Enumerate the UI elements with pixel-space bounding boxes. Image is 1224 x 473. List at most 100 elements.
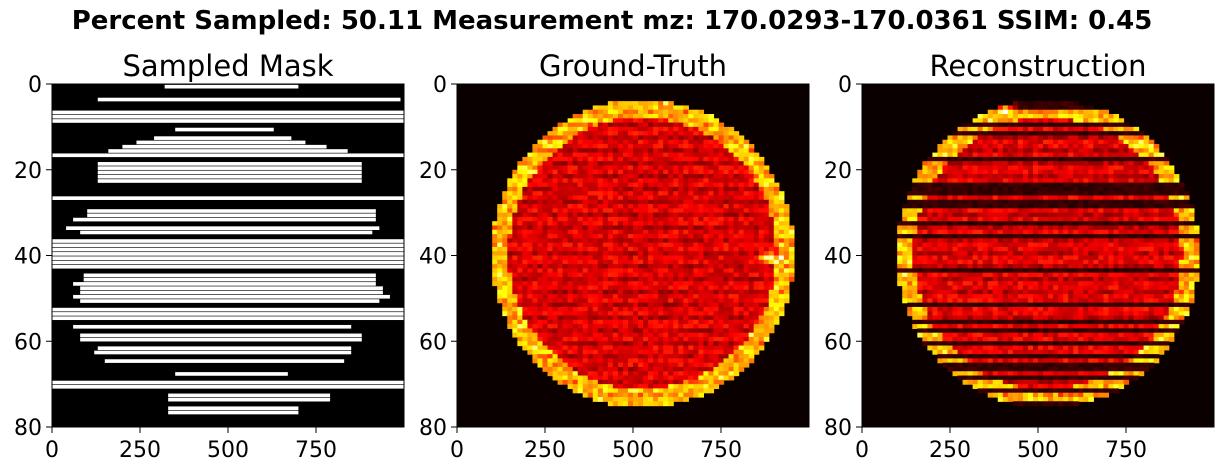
- heat-cell: [1078, 139, 1084, 145]
- heat-cell: [1143, 212, 1150, 218]
- heat-cell: [678, 362, 684, 368]
- heat-cell: [668, 354, 674, 359]
- x-tick-label: 750: [295, 438, 337, 463]
- heat-cell: [693, 371, 699, 377]
- heat-cell: [547, 341, 554, 347]
- heat-cell: [542, 216, 549, 222]
- heat-cell: [698, 242, 704, 248]
- heat-cell: [673, 156, 679, 162]
- heat-cell: [1068, 178, 1074, 184]
- heat-cell: [497, 251, 503, 257]
- heat-cell: [972, 161, 979, 167]
- heat-cell: [668, 349, 674, 355]
- heat-cell: [627, 302, 634, 308]
- y-tick-label: 60: [419, 330, 447, 355]
- heat-cell: [542, 204, 549, 209]
- heat-cell: [703, 306, 710, 312]
- heat-cell: [1053, 114, 1059, 119]
- heat-cell: [937, 238, 944, 244]
- heat-cell: [643, 294, 649, 299]
- heat-cell: [768, 204, 775, 209]
- heat-cell: [723, 259, 730, 265]
- heat-cell: [1032, 139, 1039, 145]
- heat-cell: [577, 186, 584, 192]
- heat-cell: [673, 384, 679, 390]
- heat-cell: [708, 379, 715, 385]
- heat-cell: [532, 204, 539, 209]
- heat-cell: [1173, 174, 1180, 179]
- heat-cell: [773, 251, 780, 257]
- heat-cell: [648, 255, 654, 261]
- heat-cell: [562, 289, 569, 295]
- heat-cell: [1088, 182, 1094, 188]
- heat-cell: [1038, 131, 1044, 137]
- heat-cell: [653, 152, 659, 158]
- heat-cell: [1133, 216, 1140, 222]
- heat-cell: [658, 371, 664, 377]
- heat-cell: [507, 264, 513, 269]
- heat-cell: [748, 178, 755, 184]
- heat-cell: [643, 144, 649, 149]
- heat-cell: [602, 255, 609, 261]
- heat-cell: [557, 255, 564, 261]
- heat-cell: [612, 199, 619, 205]
- heat-cell: [728, 349, 735, 355]
- heat-cell: [678, 264, 684, 269]
- heat-cell: [537, 139, 544, 145]
- heat-cell: [622, 332, 629, 338]
- heat-cell: [952, 135, 959, 141]
- heat-cell: [1002, 131, 1009, 137]
- heat-cell: [768, 302, 775, 308]
- heat-cell: [1022, 208, 1029, 214]
- heat-cell: [683, 152, 689, 158]
- heat-cell: [597, 234, 604, 239]
- heat-cell: [718, 289, 725, 295]
- heat-cell: [648, 122, 654, 128]
- heat-cell: [708, 152, 715, 158]
- heat-cell: [1113, 118, 1120, 124]
- heat-cell: [962, 126, 969, 132]
- heat-cell: [992, 174, 999, 179]
- heat-cell: [1083, 126, 1089, 132]
- heat-cell: [693, 251, 699, 257]
- heat-cell: [718, 195, 725, 201]
- heat-cell: [1017, 178, 1024, 184]
- heat-cell: [733, 354, 740, 359]
- heat-cell: [622, 238, 629, 244]
- heat-cell: [567, 332, 574, 338]
- heat-cell: [1163, 225, 1170, 231]
- heat-cell: [748, 324, 755, 329]
- heat-cell: [997, 195, 1004, 201]
- heat-cell: [987, 212, 994, 218]
- heat-cell: [748, 289, 755, 295]
- heat-cell: [693, 234, 699, 239]
- heat-cell: [633, 148, 639, 154]
- heat-cell: [643, 362, 649, 368]
- heat-cell: [678, 105, 684, 111]
- heat-cell: [977, 131, 984, 137]
- heat-cell: [932, 195, 939, 201]
- heat-cell: [607, 148, 614, 154]
- heat-cell: [902, 238, 908, 244]
- heat-cell: [748, 234, 755, 239]
- heat-cell: [678, 182, 684, 188]
- heat-cell: [597, 349, 604, 355]
- heat-cell: [582, 182, 589, 188]
- heat-cell: [517, 169, 523, 175]
- heat-cell: [947, 212, 954, 218]
- heat-cell: [648, 264, 654, 269]
- heat-cell: [547, 276, 554, 282]
- y-tick-label: 20: [14, 159, 42, 184]
- heat-cell: [733, 174, 740, 179]
- heat-cell: [688, 298, 694, 304]
- heat-cell: [1038, 114, 1044, 119]
- heat-cell: [622, 101, 629, 107]
- heat-cell: [1007, 212, 1014, 218]
- heat-cell: [743, 216, 750, 222]
- heat-cell: [778, 212, 785, 218]
- heat-cell: [723, 186, 730, 192]
- heat-cell: [693, 186, 699, 192]
- heat-cell: [723, 302, 730, 308]
- heat-cell: [743, 246, 750, 252]
- heat-cell: [507, 324, 513, 329]
